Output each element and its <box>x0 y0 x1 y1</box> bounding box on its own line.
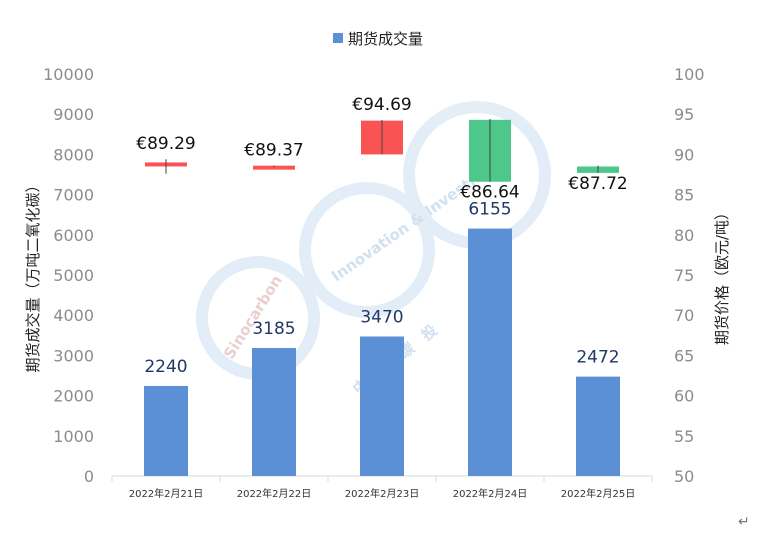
legend-label: 期货成交量 <box>348 30 423 48</box>
volume-bar <box>576 376 620 476</box>
right-tick-label: 55 <box>674 427 694 446</box>
left-tick-label: 0 <box>84 467 94 486</box>
volume-labels: 2240 3185 3470 6155 2472 <box>144 200 619 377</box>
x-axis-ticks: 2022年2月21日 2022年2月22日 2022年2月23日 2022年2月24日… <box>111 476 653 500</box>
right-tick-label: 60 <box>674 387 694 406</box>
volume-data-label: 3185 <box>252 319 295 339</box>
price-data-label: €86.64 <box>460 183 519 203</box>
right-tick-label: 85 <box>674 186 694 205</box>
price-candle-body <box>253 165 295 170</box>
right-tick-label: 70 <box>674 306 694 325</box>
price-data-label: €89.37 <box>244 141 303 161</box>
volume-bar <box>468 228 512 476</box>
volume-bars <box>144 228 620 476</box>
left-tick-label: 6000 <box>53 226 94 245</box>
right-axis-title: 期货价格（欧元/吨） <box>713 205 731 345</box>
left-tick-label: 5000 <box>53 266 94 285</box>
left-tick-label: 4000 <box>53 306 94 325</box>
return-mark: ↵ <box>738 514 750 530</box>
volume-data-label: 2472 <box>576 348 619 368</box>
volume-data-label: 6155 <box>468 200 511 220</box>
left-tick-label: 10000 <box>43 65 94 84</box>
price-labels: €89.29 €89.37 €94.69 €86.64 €87.72 <box>136 95 627 203</box>
x-tick-label: 2022年2月25日 <box>561 487 636 500</box>
left-tick-label: 9000 <box>53 105 94 124</box>
price-data-label: €94.69 <box>352 95 411 115</box>
left-tick-label: 2000 <box>53 387 94 406</box>
right-axis-ticks: 50 55 60 65 70 75 80 85 90 95 100 <box>674 65 705 486</box>
right-tick-label: 50 <box>674 467 694 486</box>
left-tick-label: 8000 <box>53 145 94 164</box>
volume-bar <box>144 385 188 476</box>
x-tick-label: 2022年2月24日 <box>453 487 528 500</box>
price-data-label: €87.72 <box>568 174 627 194</box>
left-tick-label: 7000 <box>53 186 94 205</box>
right-tick-label: 80 <box>674 226 694 245</box>
volume-data-label: 3470 <box>360 308 403 328</box>
x-tick-label: 2022年2月21日 <box>129 487 204 500</box>
right-tick-label: 90 <box>674 145 694 164</box>
left-tick-label: 1000 <box>53 427 94 446</box>
volume-data-label: 2240 <box>144 357 187 377</box>
right-tick-label: 95 <box>674 105 694 124</box>
x-tick-label: 2022年2月23日 <box>345 487 420 500</box>
volume-bar <box>252 347 296 476</box>
right-tick-label: 65 <box>674 346 694 365</box>
left-tick-label: 3000 <box>53 346 94 365</box>
price-candles <box>145 119 619 182</box>
right-tick-label: 100 <box>674 65 705 84</box>
volume-bar <box>360 336 404 476</box>
legend-swatch <box>333 33 343 43</box>
left-axis-title: 期货成交量（万吨二氧化碳） <box>24 177 42 372</box>
price-data-label: €89.29 <box>136 134 195 154</box>
right-tick-label: 75 <box>674 266 694 285</box>
legend: 期货成交量 <box>333 30 423 48</box>
x-tick-label: 2022年2月22日 <box>237 487 312 500</box>
left-axis-ticks: 0 1000 2000 3000 4000 5000 6000 7000 8000 9000 100… <box>43 65 94 486</box>
